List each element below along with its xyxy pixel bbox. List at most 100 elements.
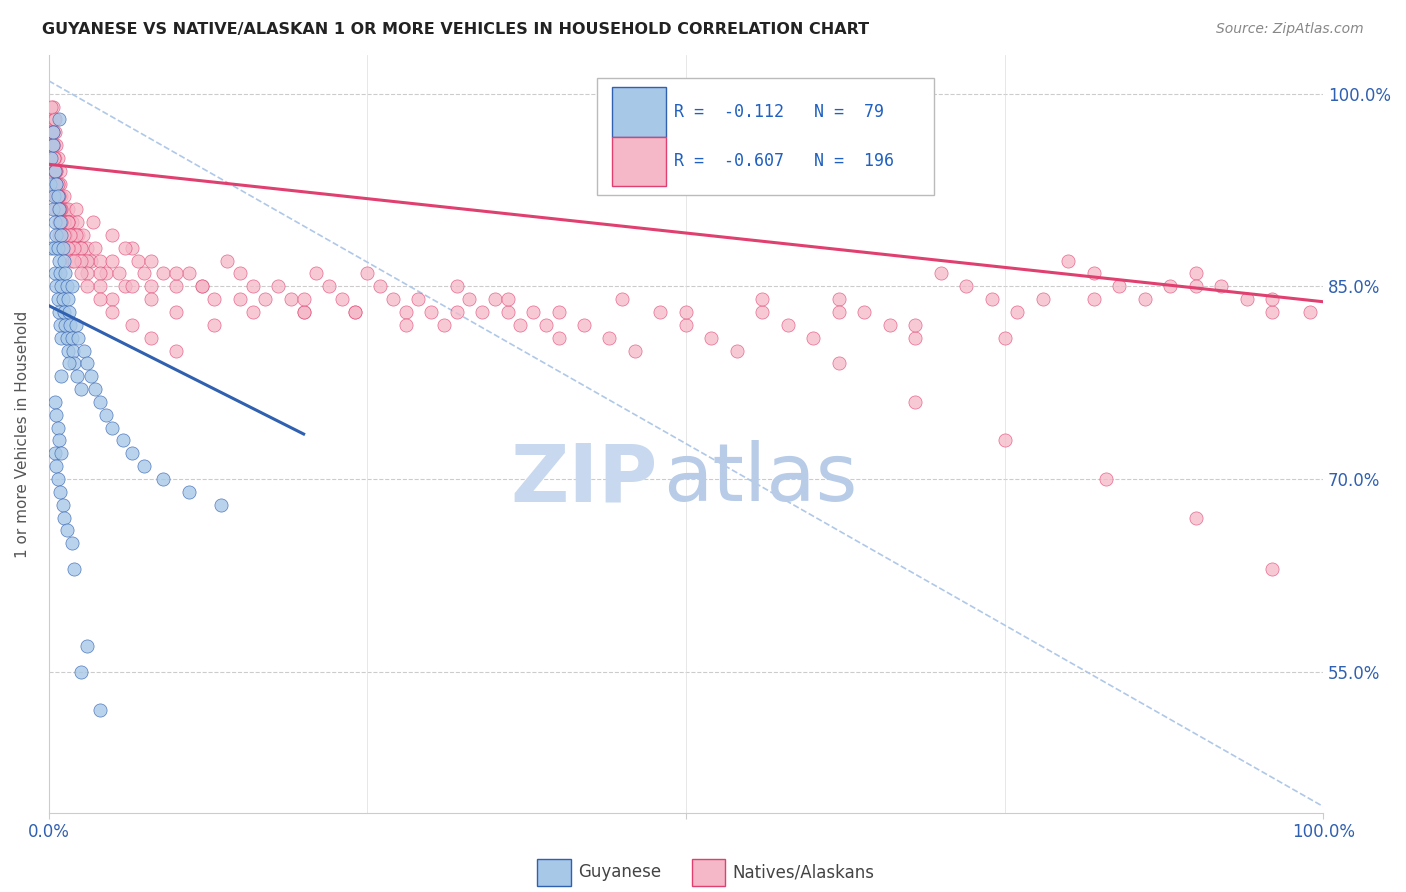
Point — [55, 331, 77, 345]
Point — [42, 177, 65, 191]
Point — [108, 267, 131, 281]
Point — [45, 163, 67, 178]
Point — [165, 305, 187, 319]
Point — [46, 151, 69, 165]
Point — [134, 267, 156, 281]
Point — [44, 202, 66, 217]
Point — [204, 318, 226, 332]
Point — [45, 279, 67, 293]
Point — [51, 215, 73, 229]
Point — [42, 163, 65, 178]
Point — [39, 151, 62, 165]
Point — [1083, 292, 1105, 306]
Point — [46, 177, 69, 191]
Point — [65, 202, 87, 217]
Point — [44, 446, 66, 460]
Point — [52, 227, 75, 242]
Point — [53, 253, 76, 268]
Point — [408, 292, 430, 306]
Point — [51, 331, 73, 345]
Point — [45, 189, 67, 203]
Point — [73, 343, 96, 358]
Point — [111, 434, 134, 448]
Point — [343, 305, 366, 319]
Point — [204, 292, 226, 306]
Point — [41, 99, 63, 113]
Point — [46, 292, 69, 306]
Point — [48, 215, 70, 229]
Point — [41, 151, 63, 165]
Point — [650, 305, 672, 319]
Point — [48, 305, 70, 319]
Point — [89, 267, 111, 281]
Point — [58, 215, 80, 229]
Point — [305, 267, 328, 281]
Point — [139, 292, 162, 306]
Point — [48, 189, 70, 203]
Point — [39, 241, 62, 255]
Point — [1261, 562, 1284, 576]
Point — [49, 202, 72, 217]
Point — [76, 639, 98, 653]
Point — [39, 112, 62, 127]
Point — [76, 267, 98, 281]
Point — [127, 253, 149, 268]
Point — [343, 305, 366, 319]
Point — [242, 305, 264, 319]
Point — [45, 459, 67, 474]
Text: Guyanese: Guyanese — [578, 863, 661, 881]
Point — [828, 356, 851, 370]
Point — [60, 215, 83, 229]
Point — [42, 112, 65, 127]
Point — [121, 279, 143, 293]
Point — [53, 267, 76, 281]
Point — [280, 292, 302, 306]
Point — [725, 343, 748, 358]
Point — [76, 279, 98, 293]
Point — [53, 227, 76, 242]
Point — [1032, 292, 1054, 306]
Point — [1261, 305, 1284, 319]
Point — [547, 331, 569, 345]
Point — [51, 369, 73, 384]
Point — [152, 472, 174, 486]
Point — [52, 498, 75, 512]
Point — [53, 318, 76, 332]
Point — [101, 292, 124, 306]
Point — [51, 227, 73, 242]
Point — [48, 202, 70, 217]
Point — [381, 292, 404, 306]
Point — [60, 253, 83, 268]
Point — [44, 267, 66, 281]
Point — [56, 202, 79, 217]
Point — [229, 267, 252, 281]
Point — [522, 305, 544, 319]
Point — [60, 279, 83, 293]
Point — [48, 253, 70, 268]
Point — [39, 99, 62, 113]
Point — [69, 241, 91, 255]
Point — [1184, 510, 1206, 524]
Text: Source: ZipAtlas.com: Source: ZipAtlas.com — [1216, 22, 1364, 37]
Point — [46, 189, 69, 203]
Point — [458, 292, 481, 306]
Point — [66, 215, 89, 229]
Point — [46, 472, 69, 486]
Point — [56, 343, 79, 358]
Point — [1299, 305, 1322, 319]
Point — [44, 112, 66, 127]
Point — [496, 305, 519, 319]
Point — [45, 138, 67, 153]
Point — [1184, 279, 1206, 293]
FancyBboxPatch shape — [612, 136, 665, 186]
Point — [46, 189, 69, 203]
Point — [803, 331, 825, 345]
Point — [209, 498, 232, 512]
Text: ZIP: ZIP — [510, 441, 658, 518]
Point — [572, 318, 595, 332]
Point — [121, 446, 143, 460]
Point — [751, 305, 773, 319]
Point — [44, 163, 66, 178]
Point — [612, 292, 634, 306]
Point — [1108, 279, 1130, 293]
